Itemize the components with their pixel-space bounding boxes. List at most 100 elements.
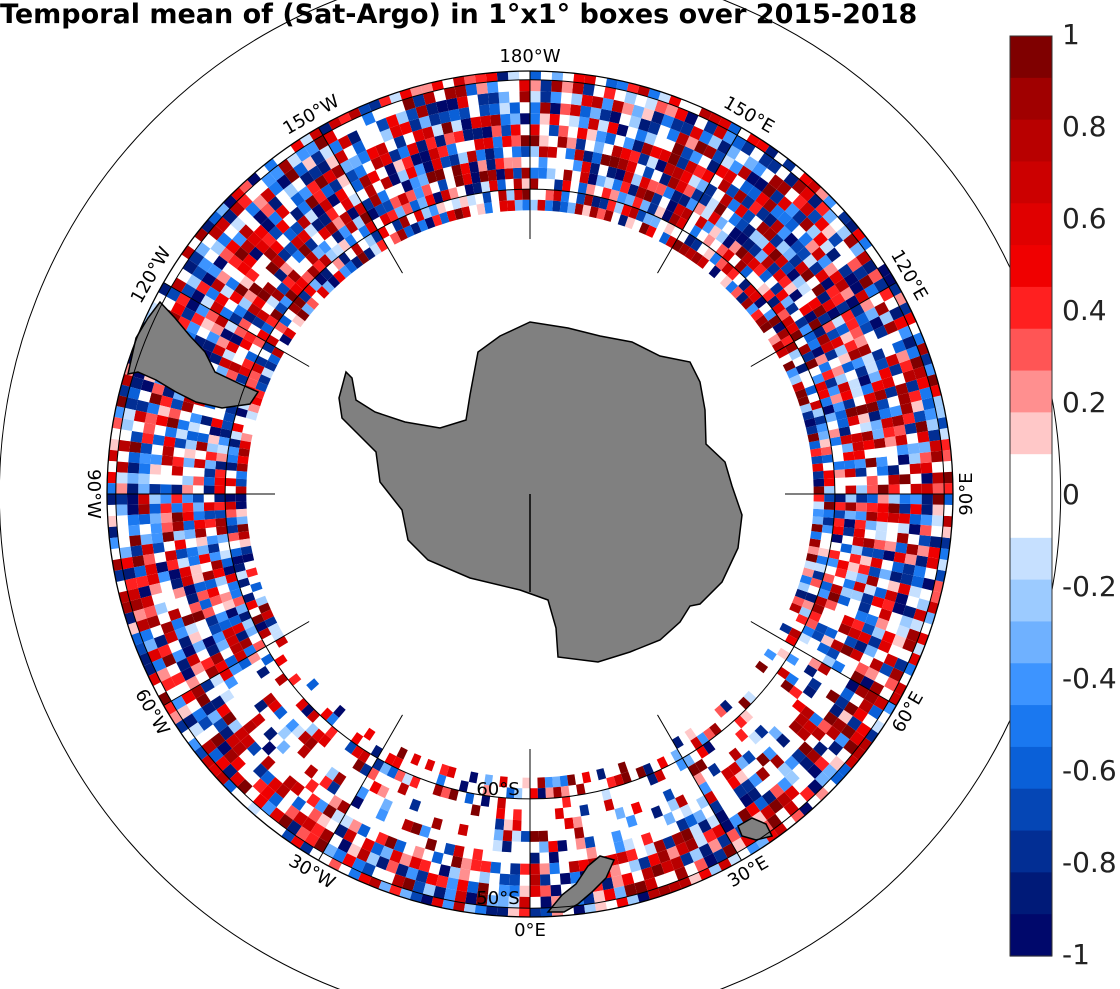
anomaly-cell (283, 183, 299, 199)
anomaly-cell (140, 533, 153, 546)
anomaly-cell (642, 212, 654, 226)
anomaly-cell (678, 193, 691, 208)
anomaly-cell (312, 189, 327, 204)
anomaly-cell (840, 309, 855, 323)
anomaly-cell (37, 363, 52, 379)
anomaly-cell (831, 314, 846, 328)
anomaly-cell (945, 291, 953, 307)
anomaly-cell (661, 0, 677, 8)
anomaly-cell (993, 619, 1008, 635)
anomaly-cell (251, 362, 265, 375)
anomaly-cell (164, 870, 183, 889)
anomaly-cell (948, 246, 953, 264)
anomaly-cell (855, 404, 869, 416)
anomaly-cell (878, 608, 893, 622)
anomaly-cell (326, 780, 341, 795)
anomaly-cell (141, 432, 154, 445)
anomaly-cell (574, 71, 587, 73)
anomaly-cell (188, 631, 203, 645)
anomaly-cell (210, 278, 226, 293)
anomaly-cell (50, 543, 63, 557)
anomaly-cell (823, 509, 835, 518)
anomaly-cell (675, 156, 690, 171)
anomaly-cell (494, 818, 505, 831)
anomaly-cell (755, 43, 772, 60)
anomaly-cell (460, 926, 473, 939)
anomaly-cell (638, 222, 650, 235)
anomaly-cell (914, 305, 930, 321)
anomaly-cell (115, 494, 128, 505)
anomaly-cell (837, 594, 851, 607)
anomaly-cell (332, 848, 347, 864)
anomaly-cell (402, 877, 416, 892)
anomaly-cell (129, 598, 144, 612)
anomaly-cell (982, 616, 997, 631)
anomaly-cell (783, 856, 801, 873)
anomaly-cell (370, 156, 385, 171)
anomaly-cell (75, 613, 90, 628)
anomaly-cell (265, 28, 283, 45)
anomaly-cell (701, 903, 717, 917)
anomaly-cell (834, 469, 846, 478)
anomaly-cell (156, 667, 171, 682)
anomaly-cell (896, 444, 909, 456)
anomaly-cell (576, 192, 586, 205)
anomaly-cell (411, 927, 425, 941)
anomaly-cell (405, 902, 420, 916)
anomaly-cell (846, 185, 864, 202)
anomaly-cell (219, 306, 234, 320)
anomaly-cell (408, 118, 422, 132)
anomaly-cell (415, 139, 429, 153)
anomaly-cell (907, 442, 920, 455)
anomaly-cell (306, 678, 320, 691)
anomaly-cell (553, 179, 563, 191)
anomaly-cell (294, 919, 311, 935)
anomaly-cell (518, 942, 530, 954)
anomaly-cell (817, 110, 834, 128)
anomaly-cell (174, 626, 189, 640)
anomaly-cell (620, 771, 632, 784)
anomaly-cell (956, 286, 972, 302)
anomaly-cell (753, 263, 767, 277)
anomaly-cell (356, 847, 371, 863)
anomaly-cell (256, 309, 270, 323)
anomaly-cell (369, 243, 382, 256)
anomaly-cell (690, 736, 703, 750)
anomaly-cell (347, 79, 363, 95)
anomaly-cell (127, 462, 140, 474)
anomaly-cell (808, 657, 822, 671)
anomaly-cell (631, 196, 644, 210)
anomaly-cell (990, 482, 1002, 494)
anomaly-cell (420, 206, 432, 220)
anomaly-cell (591, 195, 602, 208)
anomaly-cell (774, 254, 789, 269)
anomaly-cell (959, 648, 974, 663)
anomaly-cell (348, 819, 363, 834)
anomaly-cell (771, 301, 786, 315)
anomaly-cell (807, 296, 822, 311)
anomaly-cell (171, 617, 185, 631)
anomaly-cell (893, 657, 909, 673)
anomaly-cell (263, 726, 278, 741)
anomaly-cell (663, 811, 676, 826)
anomaly-cell (811, 455, 823, 465)
anomaly-cell (745, 302, 759, 316)
anomaly-cell (597, 164, 609, 177)
anomaly-cell (213, 152, 230, 169)
anomaly-cell (279, 333, 292, 346)
anomaly-cell (149, 392, 163, 406)
anomaly-cell (698, 781, 712, 796)
anomaly-cell (630, 173, 643, 187)
anomaly-cell (667, 176, 680, 190)
anomaly-cell (118, 802, 137, 821)
anomaly-cell (697, 79, 713, 95)
anomaly-cell (627, 183, 639, 197)
anomaly-cell (821, 654, 836, 668)
anomaly-cell (350, 178, 364, 193)
anomaly-cell (12, 507, 24, 521)
anomaly-cell (687, 972, 704, 988)
anomaly-cell (351, 745, 364, 759)
anomaly-cell (377, 226, 390, 240)
anomaly-cell (185, 439, 198, 450)
anomaly-cell (226, 860, 243, 878)
